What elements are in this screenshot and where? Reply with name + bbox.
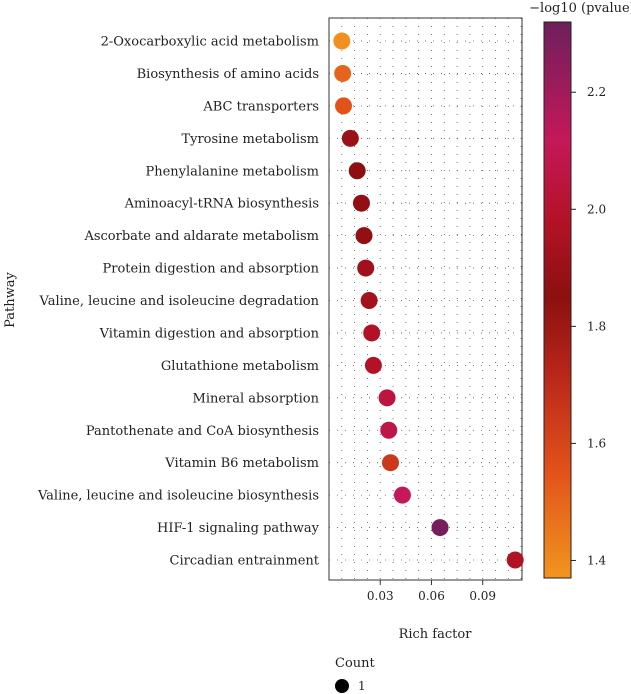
- data-point: [355, 227, 373, 245]
- x-tick-label: 0.06: [418, 589, 445, 603]
- data-point: [506, 551, 524, 569]
- data-point: [334, 64, 352, 82]
- pathway-label: Tyrosine metabolism: [181, 132, 319, 147]
- x-axis-title: Rich factor: [399, 627, 473, 642]
- data-point: [352, 194, 370, 212]
- size-legend-label: 1: [358, 679, 366, 693]
- data-point: [364, 356, 382, 374]
- y-axis-title: Pathway: [3, 271, 18, 327]
- x-axis-ticks: 0.03 0.06 0.09: [367, 580, 496, 603]
- x-tick-label: 0.09: [469, 589, 496, 603]
- data-point: [360, 292, 378, 309]
- size-legend: Count 1: [335, 656, 376, 693]
- pathway-label: Valine, leucine and isoleucine degradati…: [39, 294, 320, 309]
- data-point: [381, 454, 399, 472]
- size-legend-dot: [335, 679, 349, 693]
- pathway-label: Phenylalanine metabolism: [145, 164, 319, 179]
- size-legend-title: Count: [335, 656, 376, 671]
- color-legend-tick-label: 2.0: [587, 202, 606, 216]
- pathway-labels: 2-Oxocarboxylic acid metabolism Biosynthe…: [37, 35, 320, 569]
- data-point: [335, 97, 353, 115]
- data-point: [380, 421, 398, 439]
- pathway-label: Ascorbate and aldarate metabolism: [83, 229, 319, 244]
- color-legend: −log10 (pvalue) 1.4 1.6 1.8 2.0 2.2: [529, 1, 631, 579]
- color-legend-tick-label: 2.2: [587, 85, 606, 99]
- pathway-label: Mineral absorption: [193, 391, 320, 406]
- pathway-label: Glutathione metabolism: [161, 359, 319, 374]
- pathway-label: Valine, leucine and isoleucine biosynthe…: [37, 489, 319, 504]
- pathway-label: Biosynthesis of amino acids: [137, 67, 319, 82]
- plot-panel: [328, 17, 523, 581]
- data-point: [378, 389, 396, 407]
- pathway-label: Vitamin digestion and absorption: [99, 326, 320, 341]
- color-legend-tick-label: 1.8: [587, 319, 606, 333]
- color-legend-bar: [543, 21, 572, 579]
- plot-frame: [328, 17, 523, 581]
- pathway-label: ABC transporters: [202, 99, 319, 114]
- color-legend-title: −log10 (pvalue): [529, 1, 631, 16]
- data-point: [357, 259, 375, 277]
- color-legend-tick-label: 1.6: [587, 436, 606, 450]
- data-point: [341, 129, 359, 147]
- data-point: [363, 324, 381, 342]
- pathway-label: Aminoacyl-tRNA biosynthesis: [124, 197, 319, 212]
- data-point: [393, 486, 411, 504]
- pathway-label: 2-Oxocarboxylic acid metabolism: [101, 35, 319, 50]
- pathway-label: HIF-1 signaling pathway: [157, 521, 320, 536]
- pathway-label: Vitamin B6 metabolism: [164, 456, 319, 471]
- x-tick-label: 0.03: [367, 589, 394, 603]
- data-point: [431, 519, 449, 537]
- pathway-label: Pantothenate and CoA biosynthesis: [86, 424, 319, 439]
- pathway-label: Protein digestion and absorption: [102, 262, 319, 277]
- pathway-label: Circadian entrainment: [170, 554, 320, 569]
- data-point: [333, 32, 351, 50]
- data-point: [348, 162, 366, 180]
- data-points: [333, 32, 524, 569]
- color-legend-tick-label: 1.4: [587, 553, 606, 567]
